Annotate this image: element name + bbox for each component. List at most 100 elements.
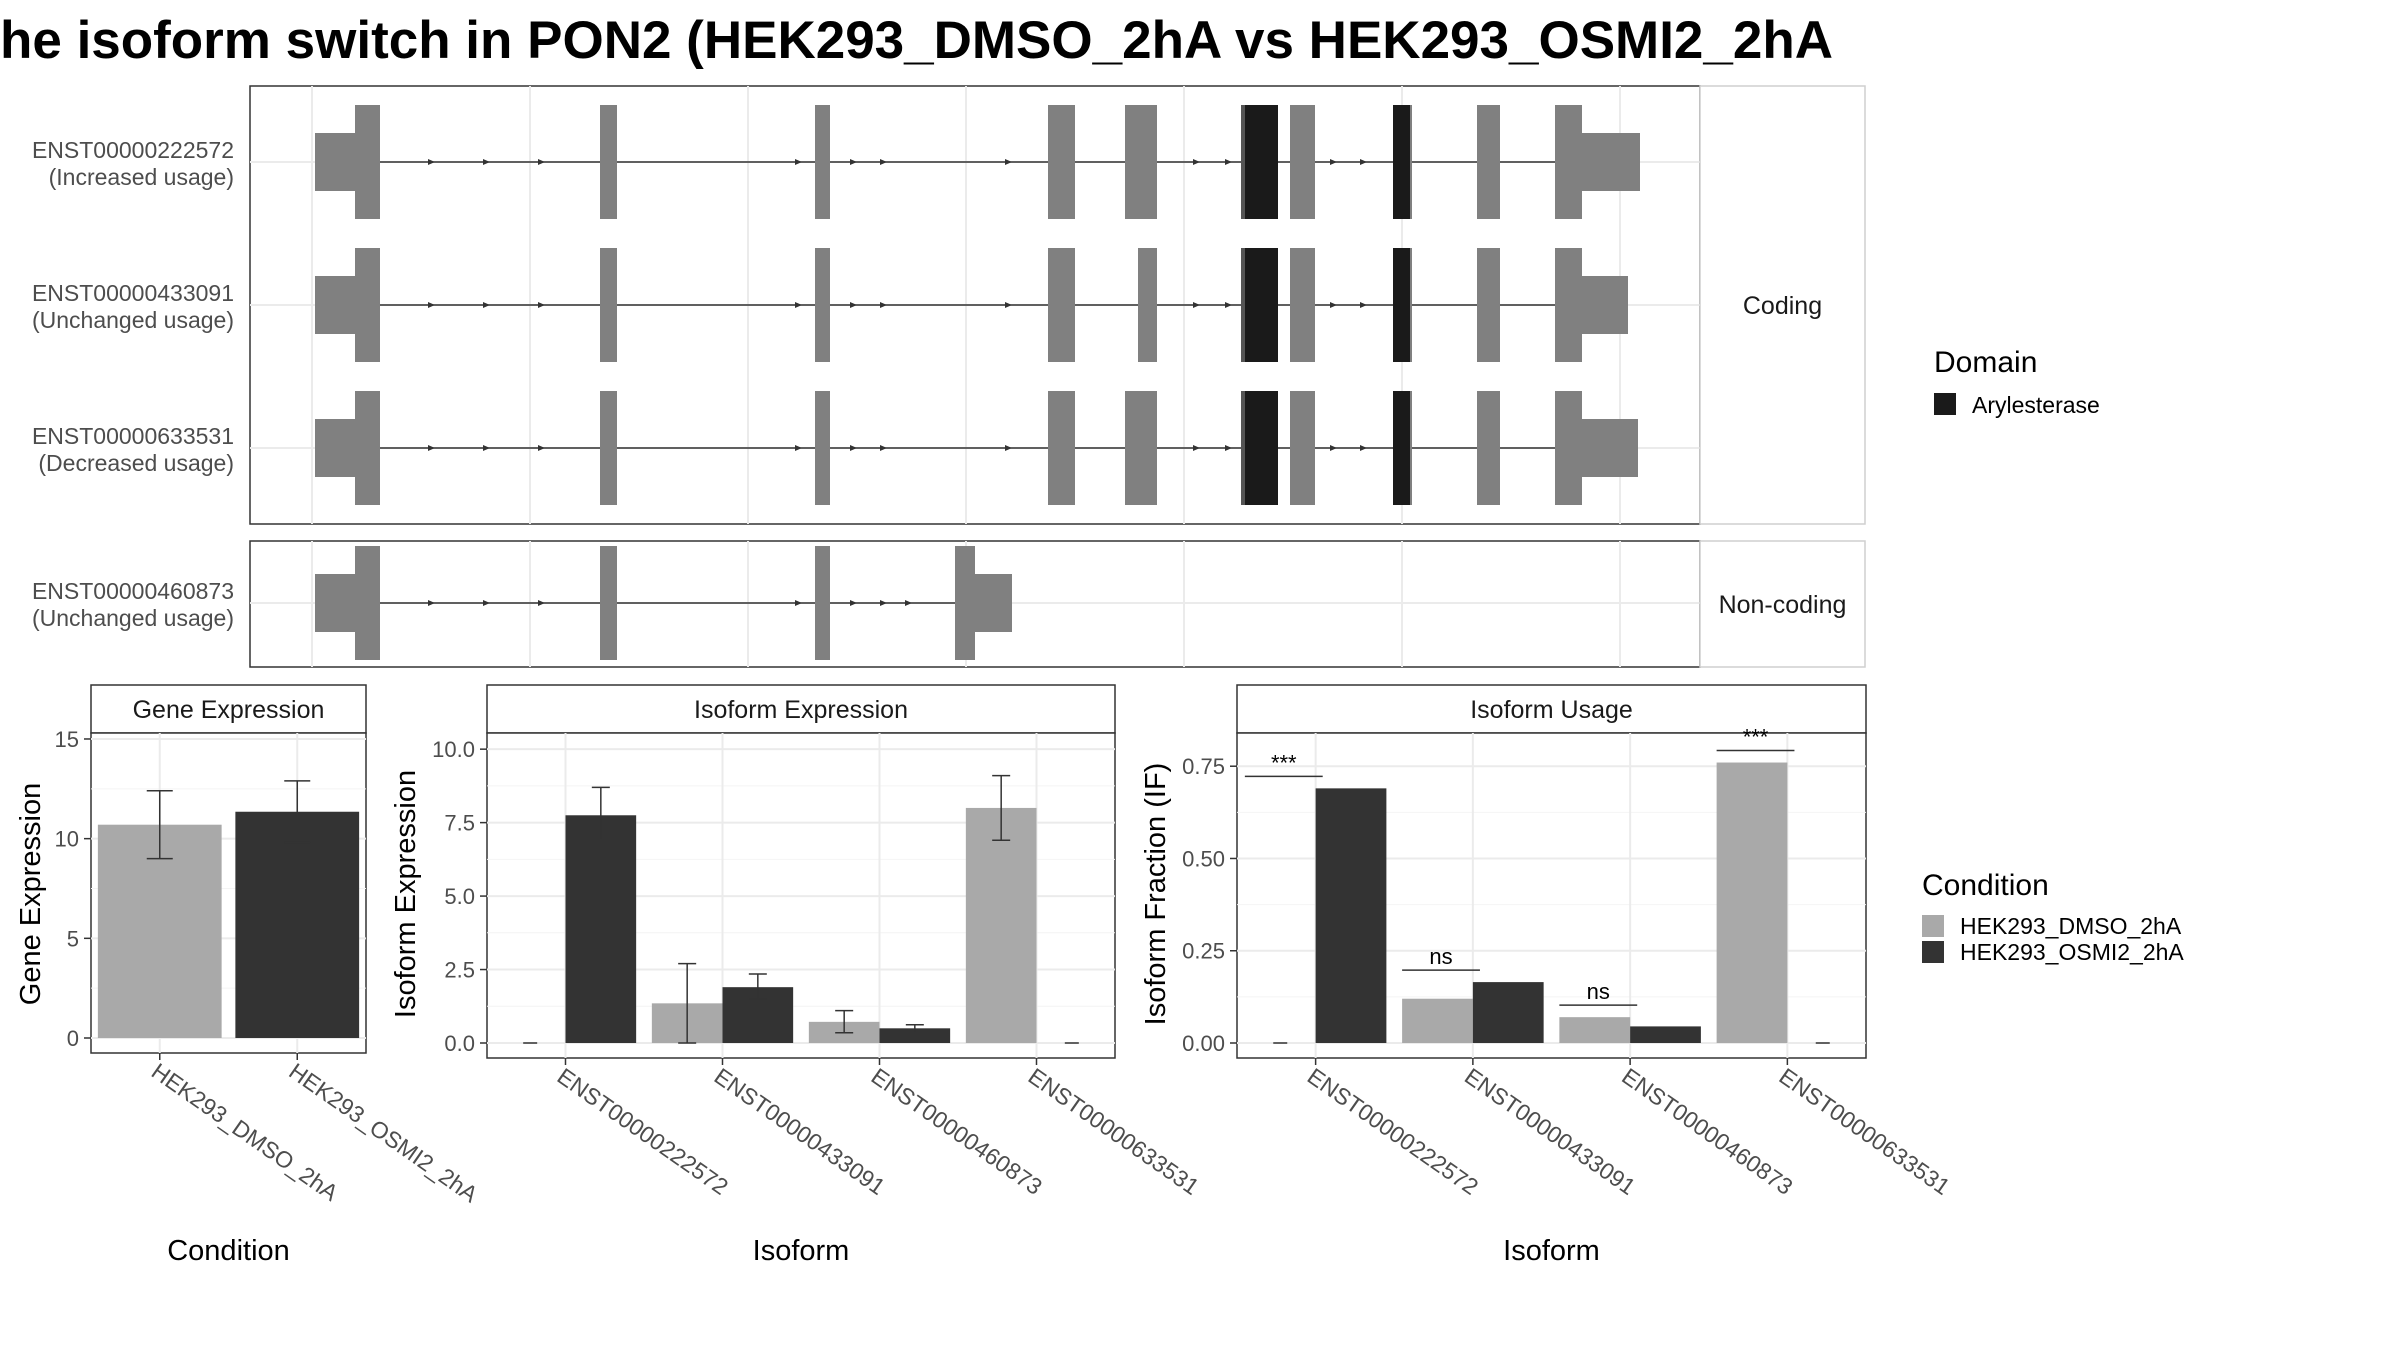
intron-arrow	[880, 302, 887, 308]
intron-arrow	[1360, 445, 1367, 451]
intron-arrow	[538, 600, 545, 606]
intron-arrow	[538, 159, 545, 165]
exon	[1582, 276, 1628, 334]
y-tick-label: 0.25	[1182, 939, 1225, 964]
exon	[1048, 105, 1075, 219]
facet-label: Coding	[1743, 292, 1822, 320]
exon	[1125, 391, 1157, 505]
transcript-label: ENST00000433091	[32, 280, 234, 306]
domain-arylesterase	[1393, 105, 1410, 219]
transcript-label: ENST00000633531	[32, 423, 234, 449]
chart-strip-title: Isoform Expression	[694, 696, 908, 724]
exon	[600, 105, 617, 219]
intron-arrow	[1193, 445, 1200, 451]
transcript-label: ENST00000222572	[32, 137, 234, 163]
intron-arrow	[483, 159, 490, 165]
exon	[315, 276, 355, 334]
transcript-structure-panel: Coding ENST00000222572(Increased usage) EN…	[32, 85, 1866, 668]
x-tick-label: ENST00000433091	[710, 1063, 890, 1200]
x-tick-label: ENST00000222572	[553, 1063, 733, 1200]
intron-arrow	[880, 159, 887, 165]
y-tick-label: 0.00	[1182, 1031, 1225, 1056]
bar-dmso	[1716, 762, 1788, 1043]
exon	[355, 105, 380, 219]
condition-legend-title: Condition	[1922, 869, 2049, 902]
intron-arrow	[795, 445, 802, 451]
bar-dmso	[1559, 1017, 1631, 1043]
x-axis-label: Isoform	[1503, 1235, 1600, 1267]
intron-arrow	[795, 302, 802, 308]
y-tick-label: 0	[67, 1026, 79, 1051]
chart-strip-title: Isoform Usage	[1470, 696, 1633, 724]
exon	[1582, 419, 1638, 477]
domain-arylesterase	[1243, 391, 1278, 505]
exon	[355, 546, 380, 660]
y-axis-label: Isoform Fraction (IF)	[1140, 763, 1172, 1026]
bar-dmso	[1402, 998, 1473, 1043]
intron-arrow	[850, 445, 857, 451]
transcript-label: ENST00000460873	[32, 578, 234, 604]
chart-title: he isoform switch in PON2 (HEK293_DMSO_2…	[0, 11, 1833, 70]
intron-arrow	[795, 159, 802, 165]
intron-arrow	[538, 445, 545, 451]
bar-osmi	[1315, 788, 1387, 1043]
intron-arrow	[1330, 445, 1337, 451]
intron-arrow	[905, 600, 912, 606]
domain-legend-title: Domain	[1934, 346, 2037, 379]
domain-edge	[1241, 391, 1245, 505]
bar-osmi	[1630, 1026, 1701, 1043]
intron-arrow	[1225, 445, 1232, 451]
y-tick-label: 10.0	[432, 737, 475, 762]
intron-arrow	[795, 600, 802, 606]
intron-arrow	[880, 445, 887, 451]
intron-arrow	[1225, 302, 1232, 308]
condition-legend-swatch-osmi	[1922, 941, 1944, 963]
facet-strip-1	[1699, 540, 1866, 668]
chart-2: Isoform Usage 0.00 0.25 0.50 0.75 Isoform Fra…	[1140, 684, 1955, 1267]
exon	[1290, 248, 1315, 362]
y-tick-label: 0.50	[1182, 846, 1225, 871]
x-tick-label: ENST00000460873	[1617, 1063, 1797, 1200]
intron-arrow	[483, 302, 490, 308]
exon	[815, 391, 830, 505]
x-tick-label: ENST00000633531	[1024, 1063, 1204, 1200]
exon	[600, 546, 617, 660]
y-tick-label: 0.75	[1182, 754, 1225, 779]
bar-dmso	[965, 807, 1037, 1043]
condition-legend-swatch-dmso	[1922, 915, 1944, 937]
exon	[815, 105, 830, 219]
bar-charts: Gene Expression 0 5 10 15 Gene Expression Cond…	[15, 684, 1955, 1267]
facet-label: Non-coding	[1719, 591, 1847, 619]
x-tick-label: ENST00000460873	[867, 1063, 1047, 1200]
exon	[1138, 248, 1157, 362]
exon	[1290, 105, 1315, 219]
y-axis-label: Gene Expression	[15, 783, 47, 1005]
exon	[315, 574, 355, 632]
x-tick-label: ENST00000433091	[1460, 1063, 1640, 1200]
exon	[315, 133, 355, 191]
intron-arrow	[483, 445, 490, 451]
x-tick-label: ENST00000222572	[1303, 1063, 1483, 1200]
intron-arrow	[483, 600, 490, 606]
domain-legend-item: Arylesterase	[1972, 392, 2100, 418]
exon	[1477, 391, 1500, 505]
intron-arrow	[1005, 302, 1012, 308]
y-axis-label: Isoform Expression	[390, 770, 422, 1018]
exon	[1477, 248, 1500, 362]
exon	[815, 248, 830, 362]
intron-arrow	[428, 159, 435, 165]
domain-edge	[1241, 248, 1245, 362]
domain-legend: Domain Arylesterase	[1934, 346, 2100, 418]
intron-arrow	[1005, 159, 1012, 165]
exon	[815, 546, 830, 660]
significance-label: ***	[1271, 750, 1297, 775]
exon	[1582, 133, 1640, 191]
y-tick-label: 10	[55, 827, 79, 852]
exon	[1555, 391, 1582, 505]
intron-arrow	[1225, 159, 1232, 165]
exon	[315, 419, 355, 477]
bar-osmi	[879, 1028, 951, 1043]
y-tick-label: 5	[67, 926, 79, 951]
intron-arrow	[428, 600, 435, 606]
